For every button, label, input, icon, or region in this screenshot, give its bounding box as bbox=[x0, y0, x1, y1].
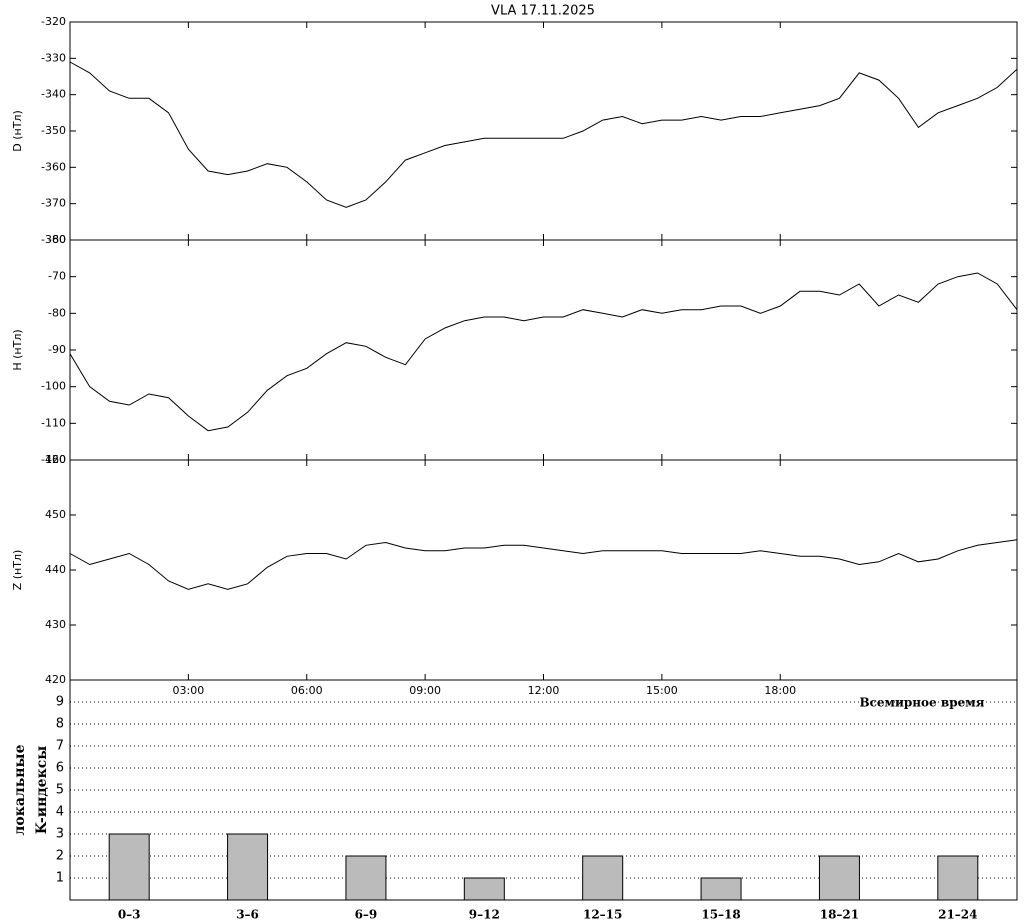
y-tick-label: 440 bbox=[45, 563, 66, 576]
plot-frame bbox=[69, 21, 1018, 241]
x-tick-label: 21–24 bbox=[938, 908, 977, 921]
y-tick-label: -380 bbox=[41, 233, 66, 246]
y-tick-label: 7 bbox=[56, 739, 64, 754]
y-tick-label: 460 bbox=[45, 453, 66, 466]
x-tick-label: 6–9 bbox=[355, 908, 378, 921]
y-tick-label: -70 bbox=[48, 270, 66, 283]
bar bbox=[700, 877, 742, 901]
bar bbox=[582, 855, 624, 901]
x-tick-label: 09:00 bbox=[409, 684, 441, 697]
bar bbox=[108, 833, 150, 901]
data-line bbox=[69, 61, 1018, 208]
y-axis-label: H (нТл) bbox=[11, 329, 24, 370]
y-tick-label: 3 bbox=[56, 827, 64, 842]
x-tick-label: 15:00 bbox=[646, 684, 678, 697]
bar bbox=[227, 833, 269, 901]
x-tick-label: 12:00 bbox=[528, 684, 560, 697]
y-tick-label: 1 bbox=[56, 871, 64, 886]
x-tick-label: 15–18 bbox=[701, 908, 740, 921]
y-tick-label: 8 bbox=[56, 717, 64, 732]
y-tick-label: -60 bbox=[48, 233, 66, 246]
y-tick-label: -80 bbox=[48, 306, 66, 319]
y-axis-label: Z (нТл) bbox=[11, 550, 24, 591]
y-tick-label: -100 bbox=[41, 380, 66, 393]
data-line bbox=[69, 272, 1018, 432]
y-axis-label: D (нТл) bbox=[11, 110, 24, 152]
y-tick-label: -360 bbox=[41, 160, 66, 173]
y-axis-label: локальные bbox=[12, 744, 28, 835]
chart-title: VLA 17.11.2025 bbox=[491, 4, 595, 19]
x-tick-label: 9–12 bbox=[469, 908, 500, 921]
y-tick-label: -90 bbox=[48, 343, 66, 356]
y-tick-label: 430 bbox=[45, 618, 66, 631]
bar bbox=[463, 877, 505, 901]
y-tick-label: 6 bbox=[56, 761, 64, 776]
y-tick-label: -110 bbox=[41, 416, 66, 429]
x-tick-label: 3–6 bbox=[236, 908, 259, 921]
y-tick-label: -340 bbox=[41, 88, 66, 101]
y-tick-label: 450 bbox=[45, 508, 66, 521]
bar bbox=[937, 855, 979, 901]
y-tick-label: -370 bbox=[41, 197, 66, 210]
y-tick-label: -320 bbox=[41, 15, 66, 28]
y-tick-label: 420 bbox=[45, 673, 66, 686]
x-tick-label: 12–15 bbox=[583, 908, 622, 921]
x-tick-label: 06:00 bbox=[291, 684, 323, 697]
y-tick-label: 2 bbox=[56, 849, 64, 864]
y-tick-label: 9 bbox=[56, 695, 64, 710]
y-tick-label: -120 bbox=[41, 453, 66, 466]
y-tick-label: -330 bbox=[41, 51, 66, 64]
y-tick-label: 5 bbox=[56, 783, 64, 798]
plot-frame bbox=[69, 239, 1018, 461]
x-tick-label: 03:00 bbox=[173, 684, 205, 697]
bar bbox=[345, 855, 387, 901]
y-tick-label: 4 bbox=[56, 805, 64, 820]
data-line bbox=[69, 539, 1018, 590]
plot-frame bbox=[69, 459, 1018, 681]
bar bbox=[818, 855, 860, 901]
y-axis-label: K-индексы bbox=[34, 746, 50, 835]
y-tick-label: -350 bbox=[41, 124, 66, 137]
x-tick-label: 18:00 bbox=[764, 684, 796, 697]
x-tick-label: 0–3 bbox=[118, 908, 141, 921]
x-tick-label: 18–21 bbox=[820, 908, 859, 921]
